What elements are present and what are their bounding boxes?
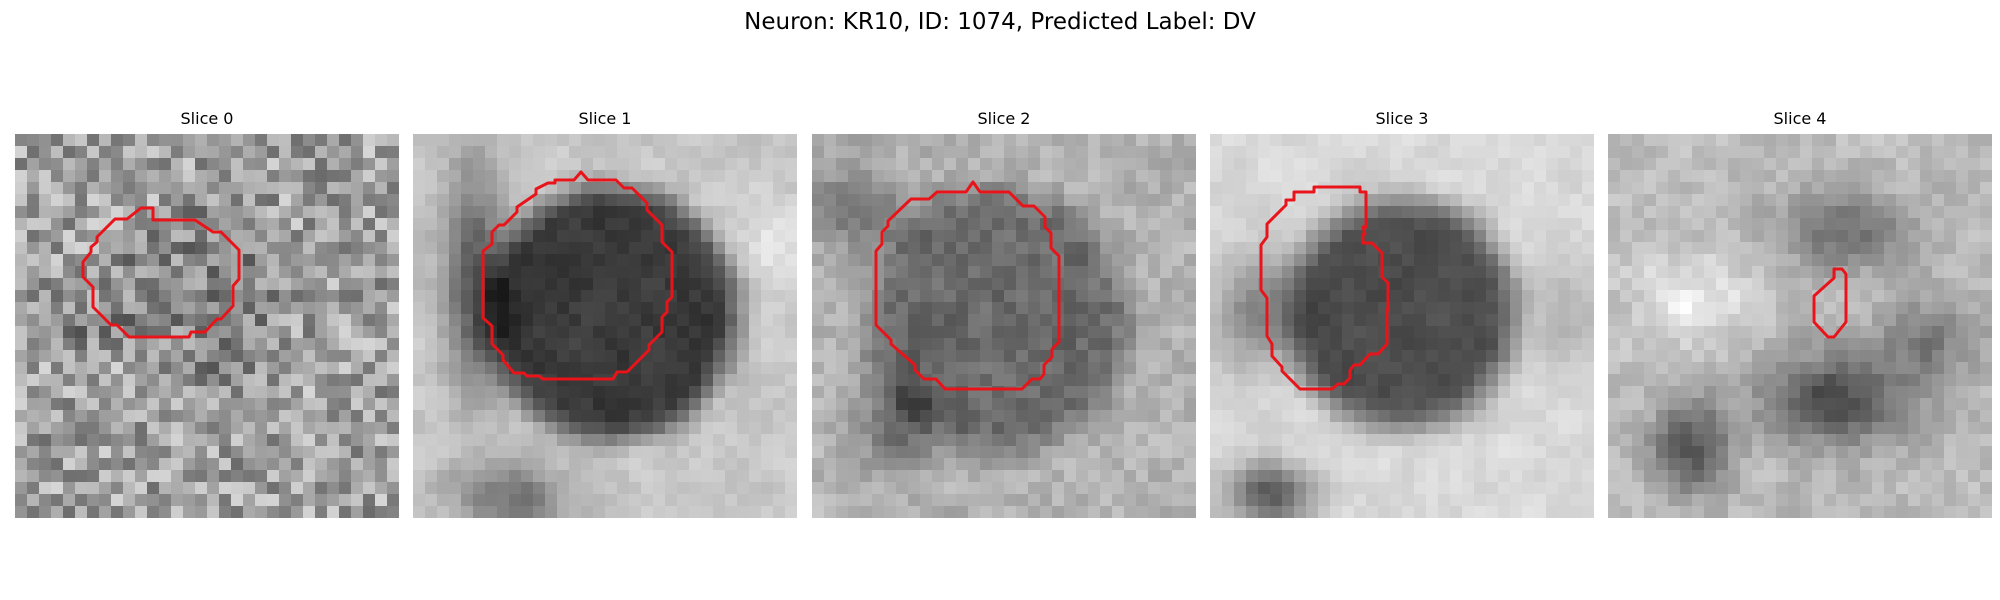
segmentation-contour: [1259, 185, 1390, 391]
slice-image-1: [413, 134, 797, 518]
slice-title-0: Slice 0: [180, 109, 234, 128]
slice-title-2: Slice 2: [977, 109, 1031, 128]
slice-title-1: Slice 1: [578, 109, 632, 128]
segmentation-contour: [1812, 267, 1848, 339]
slice-panel-4: Slice 4: [1608, 108, 1992, 518]
segmentation-contour: [481, 170, 674, 381]
figure-title: Neuron: KR10, ID: 1074, Predicted Label:…: [744, 9, 1256, 35]
slice-image-3: [1210, 134, 1594, 518]
slice-image-4: [1608, 134, 1992, 518]
pixel-grid: [1608, 134, 1992, 518]
slice-image-2: [812, 134, 1196, 518]
slice-title-3: Slice 3: [1375, 109, 1429, 128]
segmentation-contour: [81, 206, 241, 339]
slice-image-0: [15, 134, 399, 518]
segmentation-contour: [874, 180, 1061, 391]
slice-title-4: Slice 4: [1773, 109, 1827, 128]
slice-panel-3: Slice 3: [1210, 108, 1594, 518]
slice-panel-1: Slice 1: [413, 108, 797, 518]
pixel-grid: [1210, 134, 1594, 518]
pixel-grid: [15, 134, 399, 518]
slice-panel-0: Slice 0: [15, 108, 399, 518]
slice-panel-2: Slice 2: [812, 108, 1196, 518]
pixel-grid: [413, 134, 797, 518]
pixel-grid: [812, 134, 1196, 518]
